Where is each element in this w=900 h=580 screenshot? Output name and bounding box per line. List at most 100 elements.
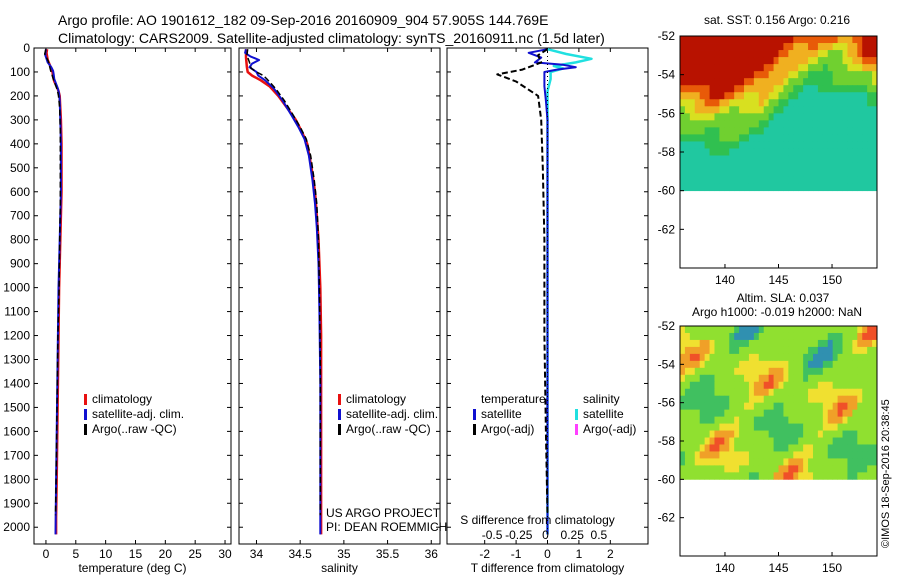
- map-cell: [773, 148, 779, 156]
- map-cell: [842, 367, 848, 376]
- map-cell: [714, 360, 720, 369]
- map-cell: [719, 437, 725, 445]
- map-cell: [768, 120, 774, 128]
- x-tick-label: 140: [715, 561, 735, 575]
- map-cell: [842, 437, 848, 445]
- map-cell: [689, 43, 696, 51]
- map-cell: [768, 57, 774, 65]
- map-cell: [699, 155, 706, 163]
- map-cell: [714, 183, 720, 192]
- map-cell: [822, 120, 829, 128]
- map-cell: [753, 332, 760, 341]
- map-cell: [803, 92, 809, 100]
- map-cell: [694, 155, 701, 163]
- map-cell: [803, 465, 809, 473]
- map-cell: [704, 148, 710, 156]
- map-cell: [684, 141, 691, 149]
- map-cell: [872, 162, 878, 170]
- map-cell: [857, 120, 863, 128]
- map-cell: [694, 134, 701, 142]
- map-cell: [768, 85, 774, 93]
- map-cell: [768, 50, 774, 58]
- map-cell: [852, 458, 858, 466]
- map-cell: [734, 346, 740, 355]
- map-cell: [753, 360, 760, 369]
- map-cell: [872, 402, 878, 411]
- map-cell: [798, 141, 804, 149]
- map-cell: [689, 346, 696, 355]
- map-cell: [753, 458, 760, 466]
- map-cell: [798, 451, 804, 459]
- map-cell: [684, 176, 691, 185]
- map-cell: [689, 451, 696, 459]
- map-cell: [680, 64, 686, 72]
- map-cell: [684, 395, 691, 404]
- map-cell: [842, 92, 848, 100]
- map-cell: [719, 71, 725, 79]
- map-cell: [748, 360, 755, 369]
- map-cell: [827, 374, 834, 383]
- map-cell: [832, 472, 838, 480]
- map-cell: [872, 127, 878, 135]
- temperature-panel: 0 5 10 15 20 25 300100200300400500600700800900…: [3, 41, 232, 575]
- map-cell: [753, 57, 760, 65]
- map-cell: [680, 92, 686, 100]
- map-cell: [699, 141, 706, 149]
- map-cell: [788, 120, 794, 128]
- map-cell: [758, 134, 765, 142]
- map-cell: [729, 416, 735, 424]
- map-cell: [719, 78, 725, 86]
- map-cell: [852, 127, 858, 135]
- map-cell: [812, 437, 819, 445]
- map-cell: [684, 451, 691, 459]
- map-cell: [744, 120, 750, 128]
- map-cell: [734, 162, 740, 170]
- map-cell: [832, 339, 838, 348]
- map-cell: [857, 85, 863, 93]
- map-cell: [837, 395, 843, 404]
- map-cell: [778, 162, 784, 170]
- map-cell: [783, 85, 789, 93]
- map-cell: [857, 155, 863, 163]
- map-cell: [748, 57, 755, 65]
- map-cell: [699, 36, 706, 44]
- map-cell: [699, 388, 706, 397]
- map-cell: [788, 437, 794, 445]
- footer-timestamp: ©IMOS 18-Sep-2016 20:38:45: [880, 399, 892, 548]
- map-cell: [847, 106, 853, 114]
- series-line-2: [496, 48, 549, 516]
- map-cell: [699, 162, 706, 170]
- map-cell: [837, 353, 843, 362]
- map-cell: [788, 402, 794, 411]
- map-cell: [788, 36, 794, 44]
- map-cell: [763, 106, 770, 114]
- map-cell: [852, 416, 858, 424]
- map-cell: [763, 162, 770, 170]
- map-cell: [817, 176, 824, 185]
- map-cell: [684, 113, 691, 121]
- map-cell: [798, 134, 804, 142]
- map-cell: [763, 423, 770, 431]
- map-cell: [783, 388, 789, 397]
- map-cell: [714, 444, 720, 452]
- map-cell: [763, 176, 770, 185]
- map-cell: [837, 374, 843, 383]
- map-cell: [753, 64, 760, 72]
- map-cell: [729, 353, 735, 362]
- map-cell: [852, 409, 858, 418]
- map-cell: [793, 346, 799, 355]
- map-cell: [739, 430, 745, 438]
- map-cell: [857, 141, 863, 149]
- map-cell: [847, 36, 853, 44]
- map-cell: [744, 374, 750, 383]
- map-cell: [842, 120, 848, 128]
- map-cell: [768, 99, 774, 107]
- map-cell: [739, 113, 745, 121]
- map-cell: [862, 458, 868, 466]
- map-cell: [812, 85, 819, 93]
- map-cell: [739, 120, 745, 128]
- map-cell: [832, 353, 838, 362]
- map-cell: [684, 326, 691, 334]
- map-cell: [729, 360, 735, 369]
- map-cell: [798, 465, 804, 473]
